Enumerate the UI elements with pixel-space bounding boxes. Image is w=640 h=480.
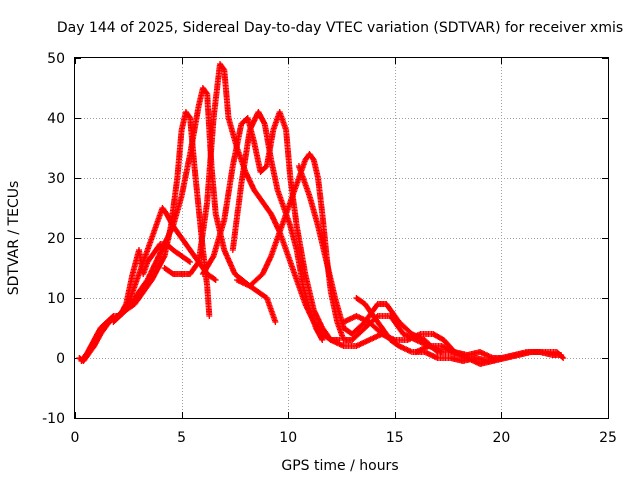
plot-frame [74,57,609,419]
x-tick-label: 0 [71,430,80,446]
trace-6 [229,109,326,343]
trace-11 [353,295,565,364]
x-tick-label: 25 [599,430,617,446]
x-tick-label: 5 [177,430,186,446]
marker-trace [353,295,565,364]
trace-5 [199,109,396,349]
tick-labels: 0 5 10 15 20 25 -10 0 10 20 30 40 50 [42,51,617,446]
x-tick-label: 20 [492,430,510,446]
data-points [76,61,567,367]
marker-trace [229,109,326,343]
y-tick-label: 50 [47,51,65,67]
x-tick-label: 10 [279,430,297,446]
ticks [75,58,609,419]
marker-trace [78,241,194,364]
y-tick-label: -10 [42,411,65,427]
y-axis-label: SDTVAR / TECUs [6,181,22,296]
y-tick-label: 30 [47,171,65,187]
x-tick-label: 15 [386,430,404,446]
y-tick-label: 10 [47,291,65,307]
x-axis-label: GPS time / hours [281,458,398,474]
y-tick-label: 40 [47,111,65,127]
y-tick-label: 20 [47,231,65,247]
y-tick-label: 0 [56,351,65,367]
chart-title: Day 144 of 2025, Sidereal Day-to-day VTE… [57,20,623,36]
marker-trace [199,109,396,349]
trace-12 [78,241,194,364]
